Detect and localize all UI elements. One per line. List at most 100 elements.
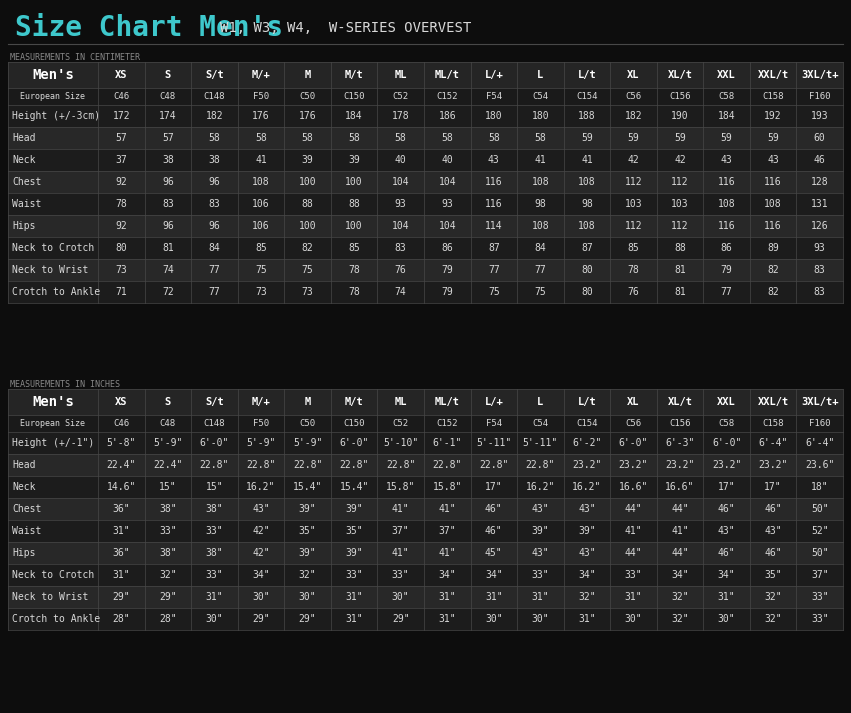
Text: 41: 41 <box>581 155 593 165</box>
Text: F54: F54 <box>486 419 502 428</box>
Text: 58: 58 <box>348 133 360 143</box>
Text: 33": 33" <box>346 570 363 580</box>
Text: 46": 46" <box>485 526 503 536</box>
Text: 88: 88 <box>674 243 686 253</box>
Text: 6'-2": 6'-2" <box>572 438 602 448</box>
Text: 6'-4": 6'-4" <box>758 438 788 448</box>
Text: L/t: L/t <box>578 397 597 407</box>
Text: F160: F160 <box>809 92 831 101</box>
Text: 43": 43" <box>764 526 782 536</box>
Text: Neck: Neck <box>12 482 36 492</box>
Text: 41": 41" <box>438 548 456 558</box>
Text: 33": 33" <box>206 570 223 580</box>
Text: 5'-9": 5'-9" <box>153 438 182 448</box>
Bar <box>8 542 843 564</box>
Text: S: S <box>165 397 171 407</box>
Text: 35": 35" <box>299 526 317 536</box>
Text: 3XL/t+: 3XL/t+ <box>801 70 838 80</box>
Text: 128: 128 <box>811 177 829 187</box>
Text: 33": 33" <box>159 526 177 536</box>
Text: 96: 96 <box>208 221 220 231</box>
Text: 59: 59 <box>674 133 686 143</box>
Text: 46": 46" <box>717 504 735 514</box>
Text: 29": 29" <box>391 614 409 624</box>
Text: 46": 46" <box>764 548 782 558</box>
Text: 22.4": 22.4" <box>106 460 136 470</box>
Text: C48: C48 <box>160 92 176 101</box>
Text: 5'-9": 5'-9" <box>246 438 276 448</box>
Text: 41": 41" <box>671 526 688 536</box>
Text: 30": 30" <box>485 614 503 624</box>
Text: 23.2": 23.2" <box>665 460 694 470</box>
Text: 88: 88 <box>301 199 313 209</box>
Text: 32": 32" <box>159 570 177 580</box>
Text: Height (+/-1"): Height (+/-1") <box>12 438 94 448</box>
Text: 126: 126 <box>811 221 829 231</box>
Text: C56: C56 <box>625 92 642 101</box>
Text: 108: 108 <box>764 199 782 209</box>
Text: C58: C58 <box>718 419 734 428</box>
Text: 116: 116 <box>485 199 503 209</box>
Text: 104: 104 <box>391 177 409 187</box>
Text: 44": 44" <box>671 504 688 514</box>
Text: 31": 31" <box>438 592 456 602</box>
Text: 16.2": 16.2" <box>246 482 276 492</box>
Text: 81: 81 <box>674 265 686 275</box>
Text: 85: 85 <box>627 243 639 253</box>
Text: 58: 58 <box>301 133 313 143</box>
Text: 23.2": 23.2" <box>619 460 648 470</box>
Text: 82: 82 <box>768 265 779 275</box>
Text: C158: C158 <box>762 419 784 428</box>
Text: 31": 31" <box>717 592 735 602</box>
Text: ML/t: ML/t <box>435 397 460 407</box>
Text: 39: 39 <box>348 155 360 165</box>
Text: 57: 57 <box>116 133 127 143</box>
Text: 22.8": 22.8" <box>479 460 508 470</box>
Bar <box>8 171 843 193</box>
Text: S/t: S/t <box>205 70 224 80</box>
Text: 80: 80 <box>116 243 127 253</box>
Text: 34": 34" <box>485 570 503 580</box>
Text: Waist: Waist <box>12 199 42 209</box>
Bar <box>8 432 843 454</box>
Text: 39": 39" <box>532 526 549 536</box>
Text: 80: 80 <box>581 287 593 297</box>
Bar <box>8 215 843 237</box>
Bar <box>8 564 843 586</box>
Text: 192: 192 <box>764 111 782 121</box>
Text: XL: XL <box>627 70 640 80</box>
Text: 6'-1": 6'-1" <box>432 438 462 448</box>
Text: 78: 78 <box>627 265 639 275</box>
Text: C54: C54 <box>532 92 548 101</box>
Text: 43": 43" <box>252 504 270 514</box>
Text: 106: 106 <box>252 199 270 209</box>
Text: Neck to Crotch: Neck to Crotch <box>12 570 94 580</box>
Text: 73: 73 <box>255 287 267 297</box>
Bar <box>8 608 843 630</box>
Text: Head: Head <box>12 460 36 470</box>
Text: 58: 58 <box>255 133 267 143</box>
Text: 6'-4": 6'-4" <box>805 438 835 448</box>
Text: 83: 83 <box>208 199 220 209</box>
Text: Neck: Neck <box>12 155 36 165</box>
Bar <box>8 415 843 432</box>
Text: 104: 104 <box>438 177 456 187</box>
Text: 45": 45" <box>485 548 503 558</box>
Text: 77: 77 <box>488 265 500 275</box>
Text: 42": 42" <box>252 526 270 536</box>
Text: W1, W3, W4,  W-SERIES OVERVEST: W1, W3, W4, W-SERIES OVERVEST <box>220 21 471 35</box>
Text: Chest: Chest <box>12 177 42 187</box>
Text: 83: 83 <box>814 287 825 297</box>
Text: 79: 79 <box>442 287 453 297</box>
Text: Head: Head <box>12 133 36 143</box>
Text: 86: 86 <box>442 243 453 253</box>
Text: L/t: L/t <box>578 70 597 80</box>
Text: Crotch to Ankle: Crotch to Ankle <box>12 614 100 624</box>
Text: 50": 50" <box>811 504 829 514</box>
Text: 32": 32" <box>671 592 688 602</box>
Text: 46": 46" <box>717 548 735 558</box>
Text: C50: C50 <box>300 92 316 101</box>
Text: 103: 103 <box>625 199 643 209</box>
Text: 41: 41 <box>255 155 267 165</box>
Text: C152: C152 <box>437 419 458 428</box>
